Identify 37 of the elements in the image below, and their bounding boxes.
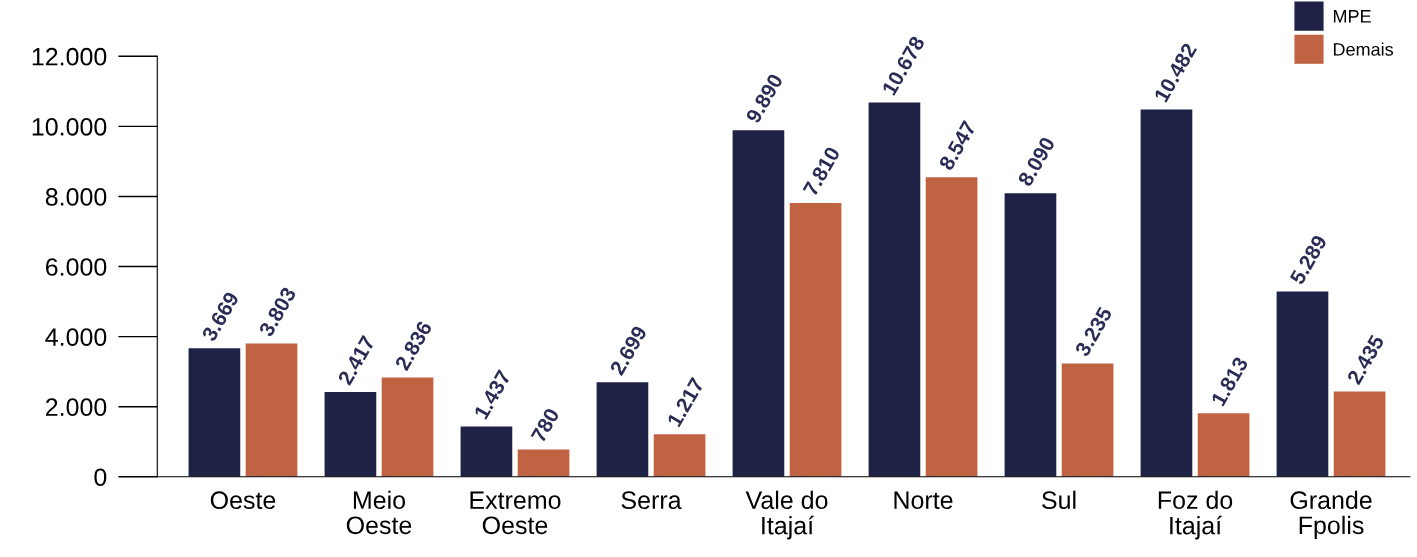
y-tick-label: 12.000: [32, 47, 107, 66]
x-tick-label: Norte: [894, 491, 953, 510]
legend-label: Demais: [1333, 42, 1394, 56]
y-tick-label: 6.000: [46, 258, 107, 276]
bar: [1140, 109, 1193, 477]
bar: [1276, 291, 1329, 477]
x-tick-label: Sul: [1042, 490, 1076, 510]
y-tick-label: 8.000: [45, 188, 107, 206]
x-tick-label: Grande Fpolis: [1290, 490, 1372, 540]
data-label: 780: [530, 407, 560, 444]
x-tick-label: Extremo Oeste: [470, 491, 561, 535]
y-tick-label: 4.000: [45, 328, 107, 346]
bar: [245, 343, 298, 477]
bar: [460, 426, 513, 477]
x-tick-label: Oeste: [210, 491, 276, 510]
bar: [1197, 413, 1250, 477]
bar: [324, 392, 377, 477]
bar: [1333, 391, 1386, 477]
y-tick-label: 0: [94, 468, 107, 487]
bar: [653, 434, 706, 477]
bar: [596, 382, 649, 477]
bar: [732, 130, 785, 477]
x-tick-label: Serra: [621, 491, 682, 510]
x-tick-label: Vale do Itajaí: [745, 490, 828, 540]
x-tick-label: Meio Oeste: [346, 490, 412, 535]
bar: [1004, 193, 1057, 477]
bar: [381, 377, 434, 477]
bar: [517, 449, 570, 477]
bar: [1061, 363, 1114, 477]
bar: [188, 348, 241, 477]
bar: [925, 177, 978, 477]
bar: [868, 102, 921, 477]
bar: [789, 203, 842, 477]
y-tick-label: 2.000: [45, 398, 107, 417]
x-tick-label: Foz do Itajaí: [1158, 490, 1233, 540]
legend-label: MPE: [1333, 10, 1371, 23]
y-tick-label: 10.000: [32, 117, 107, 136]
